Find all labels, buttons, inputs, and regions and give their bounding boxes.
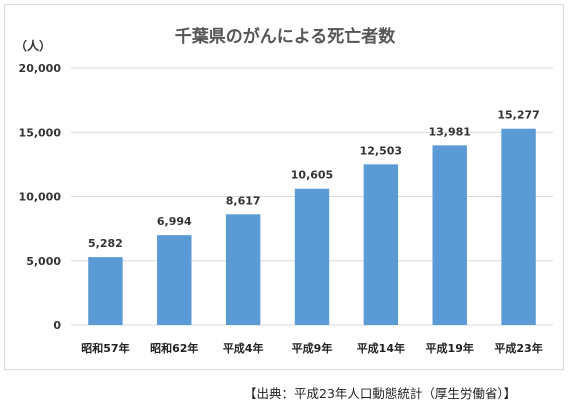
chart-title: 千葉県のがんによる死亡者数	[175, 26, 396, 47]
x-tick-label: 昭和57年	[81, 341, 129, 355]
data-label: 15,277	[497, 109, 539, 122]
x-tick-label: 平成4年	[223, 341, 264, 355]
y-tick-label: 0	[53, 319, 61, 332]
bar	[432, 145, 467, 325]
bar	[294, 188, 330, 325]
bar-chart: 千葉県のがんによる死亡者数 （人） 0 5,000 10,000 15,000 20,0…	[15, 26, 553, 355]
y-tick-label: 10,000	[19, 191, 62, 204]
x-tick-label: 平成19年	[426, 341, 474, 355]
bar	[88, 257, 123, 325]
bar	[225, 214, 261, 325]
data-label: 10,605	[291, 169, 333, 182]
x-tick-label: 昭和62年	[150, 341, 198, 355]
bar	[157, 235, 192, 325]
data-label: 6,994	[157, 215, 192, 228]
x-tick-label: 平成23年	[494, 341, 542, 355]
bar	[363, 164, 399, 325]
y-tick-label: 5,000	[26, 255, 61, 268]
chart-frame: 千葉県のがんによる死亡者数 （人） 0 5,000 10,000 15,000 20,0…	[4, 4, 564, 370]
data-label: 5,282	[88, 237, 123, 250]
x-tick-label: 平成9年	[292, 341, 333, 355]
y-tick-label: 20,000	[19, 62, 62, 75]
y-axis-unit-label: （人）	[15, 38, 51, 53]
data-label: 13,981	[428, 125, 470, 138]
x-tick-label: 平成14年	[357, 341, 405, 355]
source-note: 【出典：平成23年人口動態統計（厚生労働省）】	[244, 386, 517, 401]
y-tick-label: 15,000	[19, 126, 62, 139]
bar	[501, 128, 536, 325]
data-label: 8,617	[226, 194, 261, 207]
data-label: 12,503	[360, 144, 402, 157]
